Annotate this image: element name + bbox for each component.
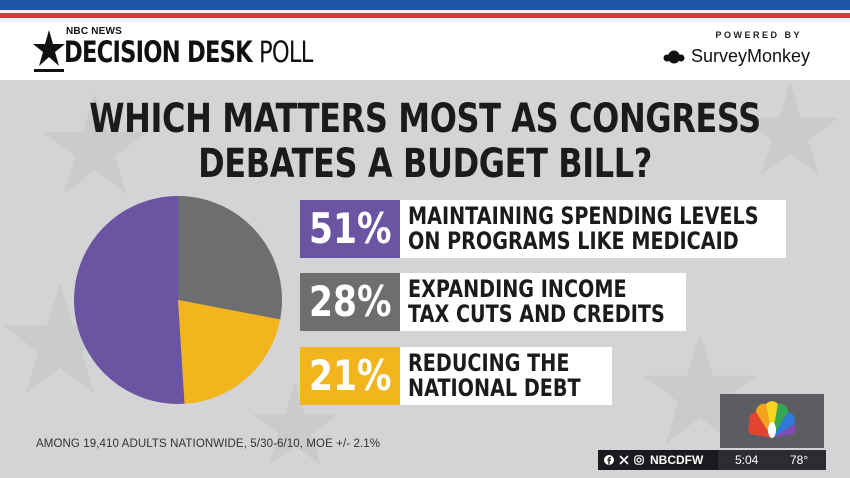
station-handle: NBCDFW bbox=[650, 453, 704, 467]
brand-title: DECISION DESK POLL bbox=[64, 35, 313, 69]
pie-chart bbox=[74, 196, 282, 404]
brand-poll: POLL bbox=[259, 35, 313, 69]
pie-slice-2 bbox=[178, 300, 281, 404]
slice-0-label-line1: MAINTAINING SPENDING LEVELS bbox=[408, 202, 759, 230]
slice-1-label: EXPANDING INCOME TAX CUTS AND CREDITS bbox=[400, 273, 686, 331]
slice-0-label-line2: ON PROGRAMS LIKE MEDICAID bbox=[408, 227, 739, 255]
network-label: NBC NEWS bbox=[66, 26, 123, 37]
social-icons: NBCDFW bbox=[598, 450, 718, 470]
temperature: 78° bbox=[790, 453, 809, 467]
slice-0-percent: 51% bbox=[300, 200, 400, 258]
slice-2-percent: 21% bbox=[300, 347, 400, 405]
poll-methodology-note: AMONG 19,410 ADULTS NATIONWIDE, 5/30-6/1… bbox=[36, 438, 381, 450]
nbc-peacock-logo bbox=[720, 394, 824, 448]
surveymonkey-logo bbox=[663, 50, 685, 63]
clock-time: 5:04 bbox=[735, 453, 759, 467]
instagram-icon bbox=[634, 455, 644, 465]
facebook-icon bbox=[604, 455, 614, 465]
sponsor-logo: SurveyMonkey bbox=[663, 46, 810, 67]
x-icon bbox=[619, 455, 629, 465]
headline-line-2: DEBATES A BUDGET BILL? bbox=[198, 141, 652, 187]
slice-2-label-line2: NATIONAL DEBT bbox=[408, 374, 581, 402]
headline-line-1: WHICH MATTERS MOST AS CONGRESS bbox=[89, 96, 761, 142]
top-stripe-band bbox=[0, 0, 850, 22]
station-ticker: NBCDFW 5:04 78° bbox=[598, 450, 826, 470]
sponsor-name: SurveyMonkey bbox=[690, 46, 810, 66]
slice-1-percent: 28% bbox=[300, 273, 400, 331]
slice-0-label: MAINTAINING SPENDING LEVELS ON PROGRAMS … bbox=[400, 200, 786, 258]
slice-2-label-line1: REDUCING THE bbox=[408, 349, 570, 377]
slice-1-label-line1: EXPANDING INCOME bbox=[408, 275, 627, 303]
nbc-star-logo bbox=[33, 30, 65, 72]
header-bar: NBC NEWS DECISION DESK POLL POWERED BY S… bbox=[0, 22, 850, 80]
powered-by-label: POWERED BY bbox=[715, 30, 802, 40]
slice-1-label-line2: TAX CUTS AND CREDITS bbox=[408, 300, 665, 328]
pie-slice-0 bbox=[74, 196, 185, 404]
brand-name: DECISION DESK bbox=[64, 35, 253, 69]
pie-slice-1 bbox=[178, 196, 282, 320]
slice-2-label: REDUCING THE NATIONAL DEBT bbox=[400, 347, 612, 405]
